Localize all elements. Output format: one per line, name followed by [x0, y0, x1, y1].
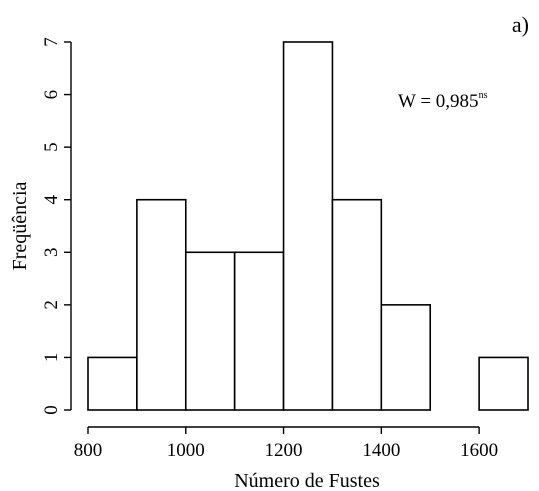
x-tick-label-1400: 1400	[362, 440, 400, 461]
histogram-bar-1200-1300	[282, 41, 334, 411]
histogram-bar-800-900	[87, 356, 138, 411]
panel-label: a)	[512, 12, 529, 37]
histogram-bar-1100-1200	[233, 251, 285, 411]
y-tick-label-0: 0	[41, 405, 62, 415]
y-tick-label-3: 3	[41, 248, 62, 257]
annotation-text: W = 0,985ns	[398, 90, 488, 112]
histogram-bar-1300-1400	[331, 198, 383, 411]
histogram-bar-1400-1500	[380, 304, 432, 411]
histogram-bar-1000-1100	[184, 251, 236, 411]
x-tick-label-800: 800	[74, 440, 103, 461]
y-tick-label-1: 1	[41, 353, 62, 363]
x-tick-label-1000: 1000	[167, 440, 205, 461]
annotation-superscript: ns	[479, 90, 488, 101]
y-tick-label-2: 2	[41, 300, 62, 310]
y-tick-label-5: 5	[41, 142, 62, 152]
histogram-bar-1600-1700	[478, 356, 529, 411]
x-tick-label-1200: 1200	[265, 440, 303, 461]
bars-group	[87, 41, 529, 411]
histogram-bar-900-1000	[136, 198, 187, 411]
y-tick-label-6: 6	[41, 90, 62, 100]
x-ticks-group: 800 1000 1200 1400 1600	[74, 427, 498, 461]
y-axis-label: Freqüência	[9, 181, 31, 270]
y-ticks-group: 0 1 2 3 4 5 6 7	[41, 37, 71, 415]
x-tick-label-1600: 1600	[460, 440, 498, 461]
y-tick-label-4: 4	[41, 194, 62, 204]
x-axis-label: Número de Fustes	[234, 470, 380, 491]
y-tick-label-7: 7	[41, 37, 62, 47]
annotation-main: W = 0,985	[398, 91, 479, 112]
